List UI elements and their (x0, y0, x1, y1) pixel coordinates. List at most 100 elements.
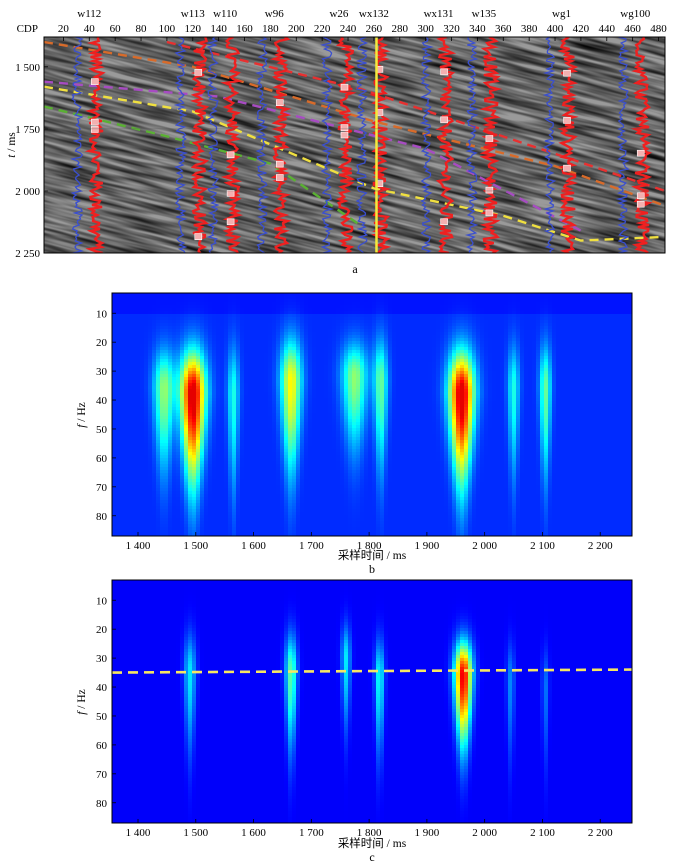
heatmap-cell (420, 368, 425, 372)
heatmap-cell (432, 335, 437, 339)
heatmap-cell (512, 362, 517, 366)
heatmap-cell (284, 374, 289, 378)
well-name-wg1: wg1 (552, 8, 571, 20)
heatmap-cell (292, 326, 297, 330)
heatmap-cell (460, 341, 465, 345)
heatmap-cell (536, 341, 541, 345)
heatmap-cell (604, 293, 609, 297)
heatmap-cell (216, 350, 221, 354)
heatmap-cell (328, 353, 333, 357)
heatmap-cell (272, 341, 277, 345)
heatmap-cell (188, 392, 193, 396)
heatmap-cell (568, 380, 573, 384)
heatmap-cell (200, 371, 205, 375)
heatmap-cell (204, 374, 209, 378)
cdp-tick-label: 40 (84, 23, 96, 35)
heatmap-cell (480, 320, 485, 324)
heatmap-cell (296, 335, 301, 339)
heatmap-cell (124, 392, 129, 396)
heatmap-cell (616, 326, 621, 330)
heatmap-cell (156, 356, 161, 360)
heatmap-cell (524, 299, 529, 303)
heatmap-cell (396, 326, 401, 330)
heatmap-cell (376, 302, 381, 306)
heatmap-cell (544, 317, 549, 321)
heatmap-cell (432, 401, 437, 405)
heatmap-cell (140, 401, 145, 405)
heatmap-cell (392, 344, 397, 348)
heatmap-cell (288, 371, 293, 375)
heatmap-cell (132, 305, 137, 309)
heatmap-cell (296, 359, 301, 363)
heatmap-cell (164, 356, 169, 360)
heatmap-cell (172, 302, 177, 306)
heatmap-cell (300, 320, 305, 324)
heatmap-cell (472, 395, 477, 399)
heatmap-cell (468, 347, 473, 351)
heatmap-cell (152, 359, 157, 363)
heatmap-cell (448, 383, 453, 387)
heatmap-cell (436, 299, 441, 303)
heatmap-cell (176, 332, 181, 336)
heatmap-cell (532, 395, 537, 399)
heatmap-cell (440, 377, 445, 381)
heatmap-cell (412, 320, 417, 324)
heatmap-cell (264, 308, 269, 312)
heatmap-cell (344, 389, 349, 393)
heatmap-cell (416, 305, 421, 309)
heatmap-cell (212, 404, 217, 408)
heatmap-cell (160, 365, 165, 369)
heatmap-cell (476, 377, 481, 381)
heatmap-cell (520, 389, 525, 393)
heatmap-cell (628, 341, 632, 345)
heatmap-cell (224, 362, 229, 366)
heatmap-cell (124, 299, 129, 303)
heatmap-cell (328, 293, 333, 297)
heatmap-cell (480, 380, 485, 384)
heatmap-cell (188, 302, 193, 306)
heatmap-cell (148, 380, 153, 384)
heatmap-cell (372, 386, 377, 390)
heatmap-cell (492, 347, 497, 351)
heatmap-cell (512, 359, 517, 363)
heatmap-cell (288, 293, 293, 297)
heatmap-cell (256, 293, 261, 297)
heatmap-cell (376, 314, 381, 318)
heatmap-cell (584, 368, 589, 372)
heatmap-cell (528, 392, 533, 396)
heatmap-cell (116, 356, 121, 360)
heatmap-cell (532, 332, 537, 336)
heatmap-cell (224, 383, 229, 387)
heatmap-cell (324, 398, 329, 402)
heatmap-cell (228, 362, 233, 366)
heatmap-cell (260, 389, 265, 393)
heatmap-cell (472, 380, 477, 384)
heatmap-cell (148, 314, 153, 318)
heatmap-cell (404, 311, 409, 315)
heatmap-cell (464, 296, 469, 300)
heatmap-cell (612, 398, 617, 402)
heatmap-cell (416, 326, 421, 330)
heatmap-cell (292, 335, 297, 339)
heatmap-cell (572, 362, 577, 366)
heatmap-cell (612, 299, 617, 303)
heatmap-cell (420, 341, 425, 345)
heatmap-cell (512, 341, 517, 345)
heatmap-cell (320, 359, 325, 363)
heatmap-cell (172, 293, 177, 297)
heatmap-cell (348, 359, 353, 363)
heatmap-cell (440, 341, 445, 345)
heatmap-cell (312, 326, 317, 330)
heatmap-cell (208, 383, 213, 387)
heatmap-cell (592, 296, 597, 300)
heatmap-cell (404, 368, 409, 372)
heatmap-cell (196, 341, 201, 345)
heatmap-cell (556, 359, 561, 363)
well-log-curve-w96 (269, 37, 292, 253)
heatmap-cell (348, 299, 353, 303)
heatmap-cell (376, 392, 381, 396)
heatmap-cell (384, 311, 389, 315)
heatmap-cell (528, 299, 533, 303)
heatmap-cell (156, 389, 161, 393)
heatmap-cell (484, 344, 489, 348)
